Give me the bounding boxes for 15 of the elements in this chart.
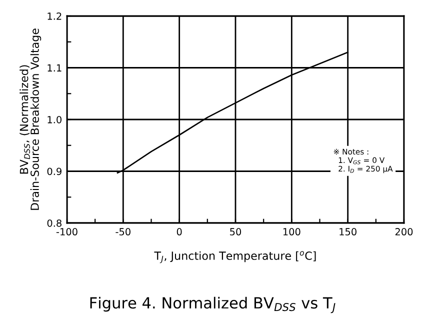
x-tick-label: 0 xyxy=(176,228,182,236)
x-tick-label: 50 xyxy=(230,228,242,236)
x-tick-label: 150 xyxy=(340,228,356,236)
y-tick-label: 0.9 xyxy=(47,168,62,176)
y-tick-label: 0.8 xyxy=(47,219,62,227)
x-tick-label: 200 xyxy=(395,228,413,236)
x-axis-title: T$_{J}$, Junction Temperature [$^{o}$C] xyxy=(154,251,316,264)
x-tick-label: -100 xyxy=(56,228,78,236)
x-tick-label: 100 xyxy=(283,228,300,236)
y-tick-label: 1.0 xyxy=(48,116,62,124)
y-tick-label: 1.2 xyxy=(48,12,62,20)
text: Figure 4. Normalized BV$_{DSS}$ vs T$_{J}$ xyxy=(90,296,336,314)
y-axis-title: BV$_{DSS}$, (Normalized) Drain-Source Breakdown Voltage xyxy=(20,28,42,210)
y-tick-label: 1.1 xyxy=(48,64,62,72)
x-tick-label: -50 xyxy=(116,228,130,236)
